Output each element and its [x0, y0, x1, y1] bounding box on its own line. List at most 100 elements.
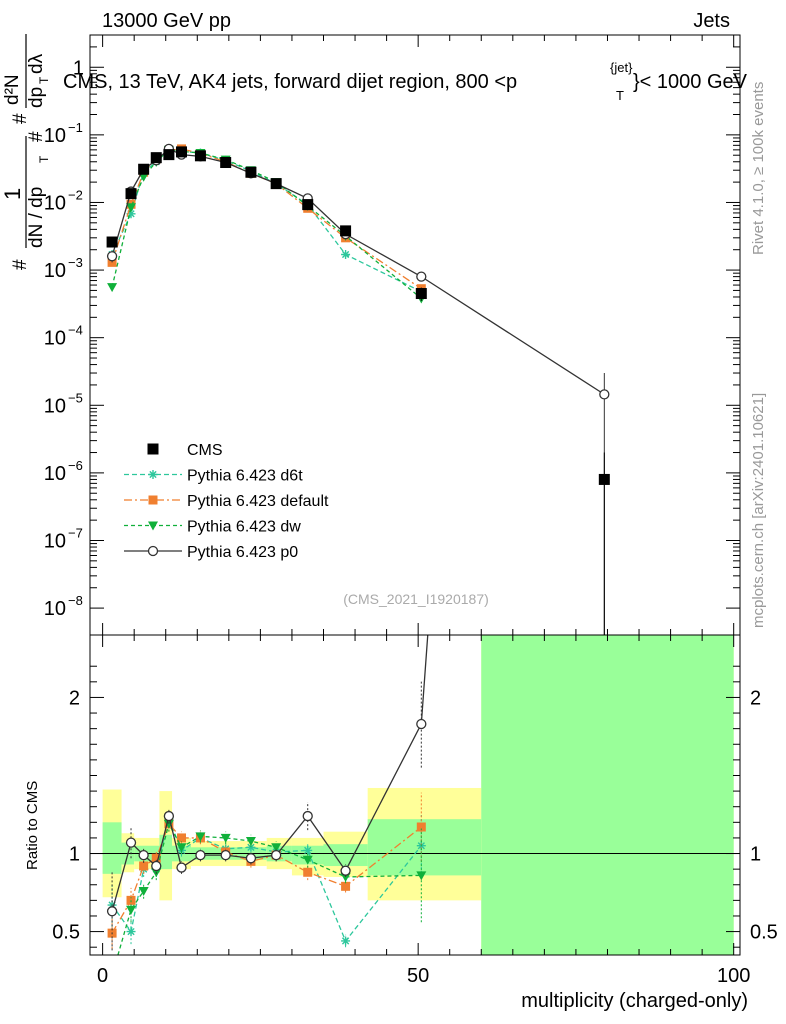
ratio-marker-dw	[245, 837, 256, 847]
legend-marker	[148, 495, 158, 505]
ratio-marker-default	[139, 861, 149, 871]
cms-marker	[340, 225, 352, 237]
marker-p0	[599, 389, 610, 400]
ratio-y-tick-label: 1	[69, 844, 80, 866]
ratio-marker-d6t	[341, 936, 351, 946]
cms-marker	[245, 166, 257, 178]
ratio-marker-dw	[163, 819, 174, 829]
y-tick-exponent: −4	[68, 323, 83, 338]
ratio-marker-p0	[416, 718, 427, 730]
ratio-uncertainty-bands	[90, 635, 740, 955]
marker-p0	[106, 251, 118, 262]
x-tick-label: 100	[717, 965, 750, 987]
y-tick-exponent: −2	[68, 187, 83, 202]
legend-label: Pythia 6.423 p0	[187, 544, 298, 561]
header-right: Jets	[693, 10, 730, 32]
ylabel-hash3: #	[26, 131, 47, 142]
y-tick-exponent: −8	[68, 593, 83, 608]
title-sup: {jet}	[610, 60, 633, 75]
ratio-panel-frame	[89, 634, 741, 956]
y-tick-exponent: −7	[68, 525, 83, 540]
green-band-10	[481, 635, 734, 955]
cms-marker	[125, 188, 137, 200]
y-tick-label: 10	[44, 463, 66, 485]
y-tick-label: 10	[44, 192, 66, 214]
ratio-marker-dw	[416, 871, 427, 881]
ratio-marker-dw	[126, 905, 137, 915]
x-tick-label: 50	[407, 965, 429, 987]
marker-p0	[416, 271, 427, 282]
ratio-marker-default	[341, 881, 351, 891]
x-axis-label: multiplicity (charged-only)	[521, 990, 748, 1012]
ratio-marker-p0	[195, 849, 206, 861]
y-tick-label: 10	[44, 395, 66, 417]
ylabel-frac1-den-sub: T	[37, 155, 51, 163]
cms-marker	[106, 236, 118, 248]
ratio-y-tick-label-right: 0.5	[750, 922, 778, 944]
marker-dw	[126, 203, 137, 213]
ylabel-frac1-den: dN / dp	[26, 187, 47, 248]
ratio-marker-p0	[245, 853, 257, 864]
ratio-marker-p0	[163, 810, 175, 822]
y-tick-label: 10	[44, 530, 66, 552]
ratio-y-tick-label-right: 1	[750, 844, 761, 866]
ratio-y-tick-label-right: 2	[750, 687, 761, 709]
ratio-marker-p0	[340, 865, 351, 876]
svg-text:CMS, 13 TeV, AK4 jets, forward: CMS, 13 TeV, AK4 jets, forward dijet reg…	[63, 71, 517, 93]
ratio-marker-p0	[220, 849, 231, 861]
ratio-marker-p0	[138, 849, 149, 861]
plot-title: CMS, 13 TeV, AK4 jets, forward dijet reg…	[63, 60, 748, 103]
cms-marker	[163, 149, 175, 161]
cms-marker	[270, 178, 282, 190]
legend-marker	[148, 521, 158, 531]
y-tick-exponent: −6	[68, 458, 83, 473]
ratio-marker-dw	[271, 843, 282, 853]
series-line-d6t	[111, 148, 422, 293]
legend: CMS Pythia 6.423 d6t Pythia 6.423 default P…	[124, 442, 329, 561]
ratio-marker-p0	[151, 860, 162, 872]
ratio-y-tick-label: 2	[69, 687, 80, 709]
legend-marker	[147, 443, 159, 455]
ylabel-hash2: #	[10, 113, 31, 124]
ratio-marker-default	[416, 822, 426, 832]
ratio-marker-dw	[195, 832, 206, 842]
y-tick-exponent: −5	[68, 390, 83, 405]
ratio-series-dw	[117, 816, 427, 955]
series-line-default	[111, 148, 422, 290]
ylabel-hash1: #	[10, 259, 31, 270]
cms-marker	[194, 150, 206, 162]
series-line-dw	[111, 149, 422, 299]
ratio-marker-d6t	[303, 845, 313, 855]
legend-marker	[148, 470, 158, 479]
ratio-marker-p0	[176, 862, 187, 873]
ratio-axis-label: Ratio to CMS	[24, 781, 41, 870]
y-axis-label: # 1 dN / dp T # d²N dp T dλ #	[0, 34, 51, 270]
ratio-series-p0	[106, 635, 429, 951]
cms-marker	[415, 288, 427, 300]
y-tick-label: 10	[44, 328, 66, 350]
y-tick-label: 10	[44, 260, 66, 282]
y-tick-label: 1	[73, 57, 84, 79]
ratio-marker-p0	[125, 837, 137, 848]
rivet-label: Rivet 4.1.0, ≥ 100k events	[750, 82, 767, 255]
y-tick-exponent: −3	[68, 255, 83, 270]
ratio-marker-p0	[106, 906, 118, 917]
cms-marker	[176, 146, 188, 158]
series-line-p0	[111, 148, 605, 395]
y-tick-exponent: −1	[68, 120, 83, 135]
ylabel-frac2-num: d²N	[2, 74, 23, 105]
ratio-marker-dw	[176, 843, 187, 853]
mcplots-label: mcplots.cern.ch [arXiv:2401.10621]	[750, 393, 767, 628]
ratio-marker-d6t	[126, 927, 136, 937]
legend-label: Pythia 6.423 default	[187, 493, 329, 510]
marker-dw	[107, 283, 118, 293]
ylabel-frac2-den: dp	[26, 87, 47, 108]
ratio-marker-dw	[138, 887, 149, 896]
y-tick-label: 10	[44, 598, 66, 620]
ratio-marker-dw	[220, 833, 231, 843]
legend-marker	[147, 545, 159, 557]
ratio-marker-default	[151, 853, 161, 863]
panel-frames	[89, 34, 741, 956]
cms-marker	[150, 152, 162, 164]
